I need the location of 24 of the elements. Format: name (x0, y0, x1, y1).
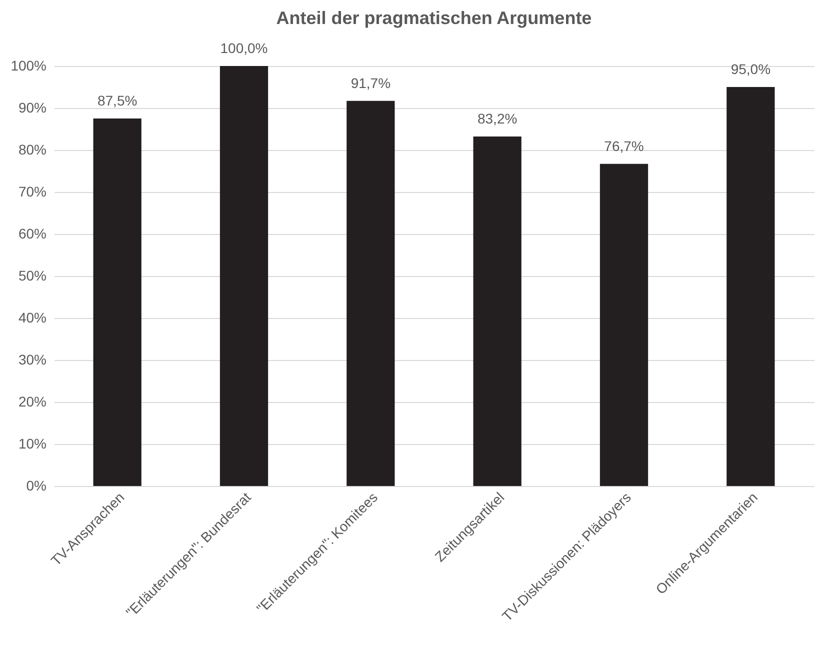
bar (346, 100, 395, 486)
y-tick-label: 90% (18, 100, 46, 116)
bar (726, 87, 775, 486)
bar (473, 136, 522, 486)
y-tick-label: 80% (18, 142, 46, 158)
data-label: 100,0% (220, 40, 268, 56)
y-tick-label: 20% (18, 394, 46, 410)
bar (93, 118, 142, 486)
y-tick-label: 50% (18, 268, 46, 284)
data-label: 95,0% (730, 61, 771, 77)
y-tick-label: 60% (18, 226, 46, 242)
y-tick-label: 10% (18, 436, 46, 452)
bar (600, 164, 648, 486)
data-label: 87,5% (97, 92, 138, 108)
data-label: 83,2% (477, 110, 518, 127)
y-tick-label: 40% (18, 310, 46, 326)
data-label: 91,7% (350, 74, 391, 91)
data-label: 76,7% (604, 138, 644, 154)
y-tick-label: 0% (26, 478, 46, 494)
chart-title: Anteil der pragmatischen Argumente (276, 8, 592, 28)
y-tick-label: 30% (18, 352, 46, 368)
y-tick-label: 70% (18, 184, 46, 200)
bar (220, 66, 268, 486)
y-tick-label: 100% (10, 58, 46, 74)
